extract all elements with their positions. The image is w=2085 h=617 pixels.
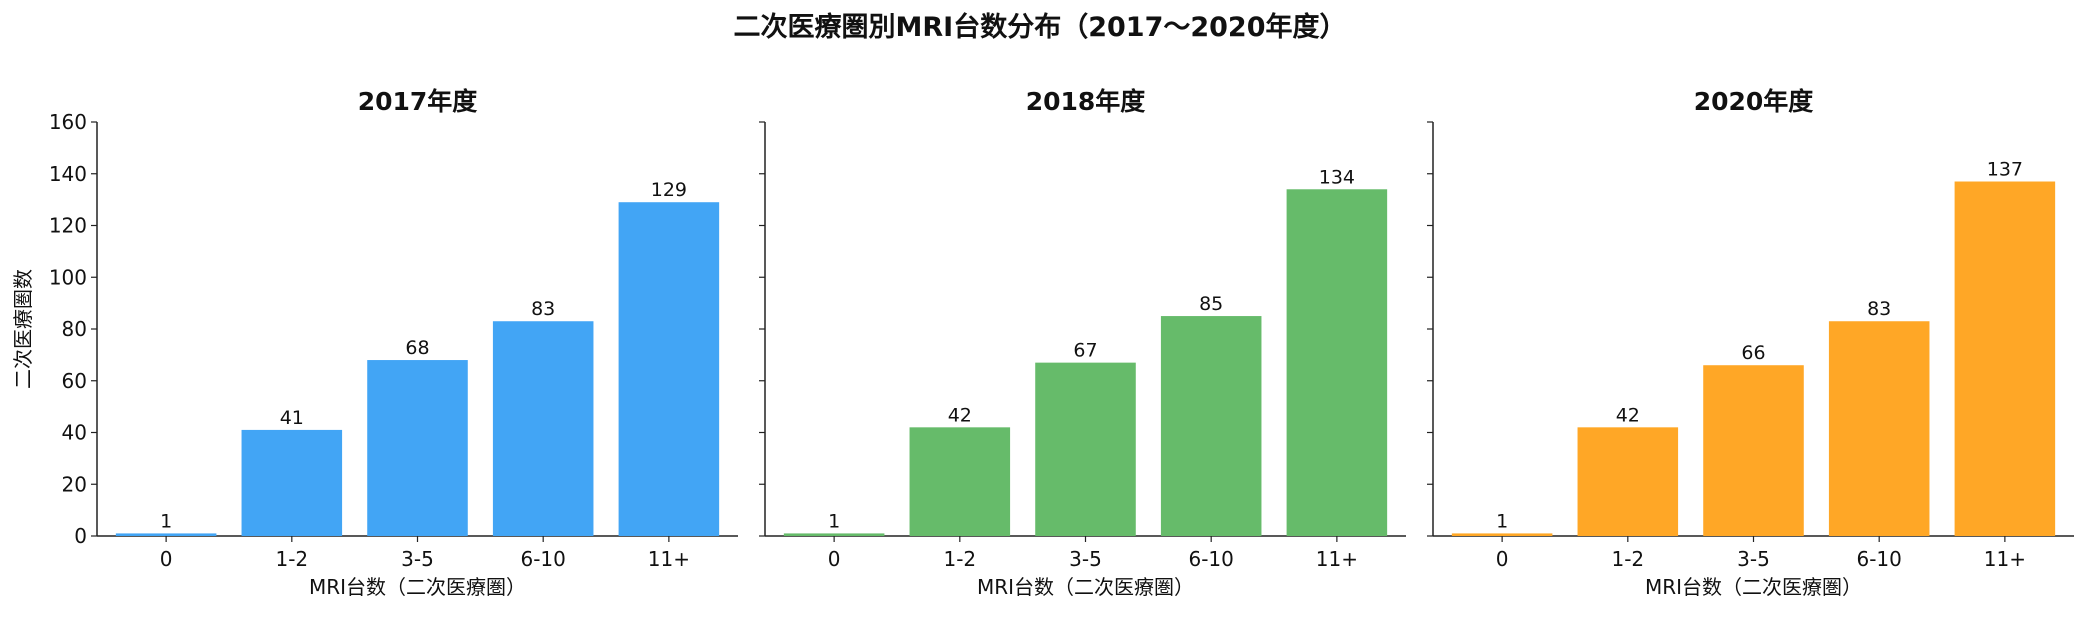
data-label-1-2: 67 [1073,340,1097,362]
data-label-0-3: 83 [531,298,555,320]
bar-0-6-10 [492,321,594,536]
data-label-2-4: 137 [1987,159,2023,181]
x-axis-label-0: MRI台数（二次医療圏） [309,575,526,599]
bar-2-6-10 [1828,321,1930,536]
panel-title-2: 2020年度 [1694,87,1814,116]
data-label-2-3: 83 [1867,298,1891,320]
y-tick-label-8: 160 [49,110,87,134]
data-label-2-2: 66 [1741,342,1765,364]
panel-title-0: 2017年度 [358,87,478,116]
x-tick-label-0-1: 1-2 [275,547,308,571]
bar-2-11+ [1954,181,2056,536]
data-label-1-3: 85 [1199,293,1223,315]
y-tick-label-4: 80 [62,317,87,341]
data-label-2-1: 42 [1616,404,1640,426]
x-tick-label-1-4: 11+ [1316,547,1358,571]
bar-2-3-5 [1703,365,1804,536]
bar-2-0 [1451,533,1553,536]
x-axis-label-1: MRI台数（二次医療圏） [977,575,1194,599]
y-tick-label-5: 100 [49,265,87,289]
data-label-1-1: 42 [948,404,972,426]
figure-title: 二次医療圏別MRI台数分布（2017〜2020年度） [734,11,1347,43]
x-tick-label-0-3: 6-10 [520,547,565,571]
y-tick-label-1: 20 [62,472,87,496]
x-axis-label-2: MRI台数（二次医療圏） [1645,575,1862,599]
x-tick-label-0-0: 0 [160,547,173,571]
y-axis-label-0: 二次医療圏数 [11,269,35,389]
bar-0-3-5 [367,360,468,536]
x-tick-label-2-1: 1-2 [1611,547,1644,571]
data-label-0-1: 41 [280,407,304,429]
x-tick-label-2-0: 0 [1496,547,1509,571]
y-tick-label-3: 60 [62,369,87,393]
x-tick-label-1-3: 6-10 [1188,547,1233,571]
data-label-0-2: 68 [405,337,429,359]
bar-1-0 [783,533,885,536]
y-tick-label-0: 0 [74,524,87,548]
x-tick-label-1-0: 0 [828,547,841,571]
bar-2-1-2 [1577,427,1679,536]
data-label-1-0: 1 [828,510,840,532]
data-label-0-0: 1 [160,510,172,532]
bar-1-3-5 [1035,362,1136,536]
bar-0-0 [115,533,217,536]
x-tick-label-0-4: 11+ [648,547,690,571]
bar-1-1-2 [909,427,1011,536]
x-tick-label-0-2: 3-5 [401,547,434,571]
bar-0-1-2 [241,429,343,536]
data-label-1-4: 134 [1319,166,1355,188]
x-tick-label-2-3: 6-10 [1856,547,1901,571]
bar-1-6-10 [1160,316,1262,536]
y-tick-label-6: 120 [49,214,87,238]
y-tick-label-2: 40 [62,421,87,445]
data-label-2-0: 1 [1496,510,1508,532]
x-tick-label-1-1: 1-2 [943,547,976,571]
x-tick-label-1-2: 3-5 [1069,547,1102,571]
data-label-0-4: 129 [651,179,687,201]
panel-title-1: 2018年度 [1026,87,1146,116]
y-tick-label-7: 140 [49,162,87,186]
bar-0-11+ [618,202,720,536]
bar-1-11+ [1286,189,1388,536]
x-tick-label-2-2: 3-5 [1737,547,1770,571]
x-tick-label-2-4: 11+ [1984,547,2026,571]
